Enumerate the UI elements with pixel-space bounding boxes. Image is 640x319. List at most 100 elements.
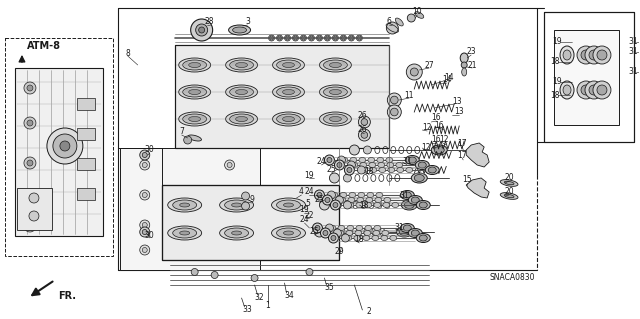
Ellipse shape [374,203,381,207]
Text: 2: 2 [367,308,372,316]
Text: 12: 12 [440,136,449,145]
Ellipse shape [408,157,416,163]
Text: 30: 30 [145,145,155,154]
Ellipse shape [378,162,385,167]
Ellipse shape [276,60,301,70]
Text: 7: 7 [179,128,184,137]
Text: 14: 14 [442,76,452,85]
Ellipse shape [560,46,574,64]
Text: 10: 10 [412,8,422,17]
Polygon shape [466,178,489,198]
Ellipse shape [182,87,207,97]
Ellipse shape [357,197,364,203]
Ellipse shape [460,53,468,63]
Ellipse shape [379,167,386,173]
Ellipse shape [284,231,294,235]
Ellipse shape [375,197,382,203]
Bar [77,188,95,200]
Ellipse shape [357,36,362,40]
Ellipse shape [344,174,351,182]
Ellipse shape [236,116,248,122]
Ellipse shape [301,36,305,40]
Text: 26: 26 [358,125,367,135]
Ellipse shape [372,235,379,241]
Ellipse shape [400,224,414,233]
Circle shape [53,134,77,158]
Ellipse shape [383,203,390,207]
Ellipse shape [348,197,355,203]
Ellipse shape [271,226,305,240]
Ellipse shape [504,181,514,185]
Ellipse shape [396,227,412,237]
Circle shape [24,157,36,169]
Circle shape [410,68,419,76]
Ellipse shape [367,192,374,197]
Ellipse shape [282,116,294,122]
Circle shape [358,129,371,141]
Text: 17: 17 [458,138,467,147]
Text: 30: 30 [145,231,155,240]
Text: 25: 25 [310,227,319,236]
Text: 19: 19 [300,205,309,214]
Text: 25: 25 [315,196,324,204]
Circle shape [331,235,336,241]
Ellipse shape [384,197,391,203]
Circle shape [315,226,320,231]
Text: 31: 31 [394,224,404,233]
Ellipse shape [347,226,354,231]
Circle shape [387,22,398,34]
Ellipse shape [316,35,323,41]
Circle shape [328,191,335,199]
Ellipse shape [364,146,371,154]
Ellipse shape [329,226,336,231]
Ellipse shape [333,201,341,209]
Circle shape [211,271,218,278]
Circle shape [140,245,150,255]
Circle shape [142,162,147,167]
Circle shape [196,24,207,36]
Circle shape [323,195,332,205]
Text: 19: 19 [552,78,562,86]
Ellipse shape [317,36,321,40]
Ellipse shape [412,173,428,183]
Bar [5,38,113,256]
Ellipse shape [226,85,257,99]
Bar [17,188,52,230]
Ellipse shape [179,112,211,126]
Circle shape [317,192,322,197]
Ellipse shape [340,192,347,197]
Ellipse shape [387,162,394,167]
Ellipse shape [350,158,357,162]
Ellipse shape [319,85,351,99]
Ellipse shape [341,158,348,162]
Circle shape [341,234,349,242]
Circle shape [184,136,191,144]
Circle shape [27,160,33,166]
Ellipse shape [276,200,301,210]
Ellipse shape [399,228,410,235]
Text: 31: 31 [399,190,409,199]
Circle shape [142,229,147,234]
Polygon shape [120,148,260,270]
Circle shape [227,162,232,167]
Ellipse shape [377,158,384,162]
Ellipse shape [319,112,351,126]
Circle shape [140,190,150,200]
Circle shape [306,269,313,276]
Ellipse shape [323,60,348,70]
Circle shape [251,275,258,281]
Circle shape [27,223,33,229]
Circle shape [344,201,351,209]
Ellipse shape [390,235,397,241]
Circle shape [140,220,150,230]
Circle shape [406,64,422,80]
Text: 11: 11 [404,91,414,100]
Text: 6: 6 [387,18,392,26]
Circle shape [321,228,330,238]
Text: 23: 23 [467,48,476,56]
Ellipse shape [236,63,248,68]
Ellipse shape [415,12,424,18]
Bar [15,68,103,236]
Circle shape [324,155,335,165]
Ellipse shape [182,60,207,70]
